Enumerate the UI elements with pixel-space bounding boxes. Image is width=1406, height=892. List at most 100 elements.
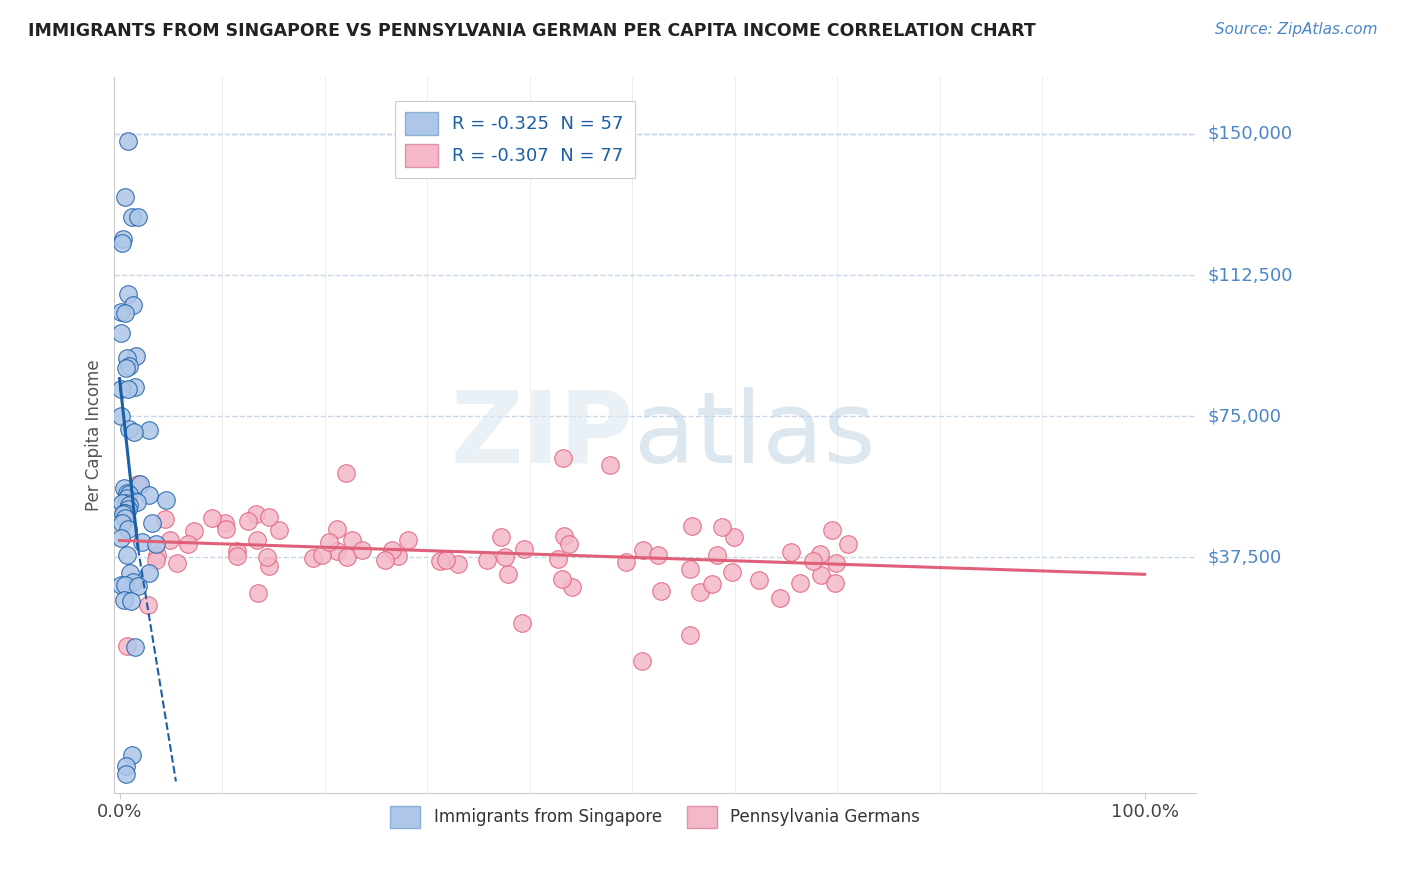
Point bbox=[121, 298, 143, 312]
Point bbox=[117, 135, 139, 149]
Point bbox=[599, 458, 621, 472]
Point bbox=[769, 591, 792, 605]
Point bbox=[681, 519, 703, 533]
Point bbox=[475, 552, 498, 566]
Point bbox=[494, 550, 516, 565]
Point bbox=[396, 533, 419, 548]
Y-axis label: Per Capita Income: Per Capita Income bbox=[86, 359, 103, 511]
Point bbox=[318, 534, 340, 549]
Text: $112,500: $112,500 bbox=[1208, 266, 1292, 284]
Point bbox=[114, 506, 136, 520]
Point bbox=[145, 548, 167, 562]
Point bbox=[118, 487, 141, 501]
Point bbox=[350, 542, 373, 557]
Point bbox=[513, 541, 536, 556]
Point bbox=[115, 767, 138, 781]
Point bbox=[115, 495, 138, 509]
Point bbox=[114, 189, 136, 203]
Point bbox=[801, 554, 824, 568]
Point bbox=[824, 575, 846, 590]
Point bbox=[145, 537, 167, 551]
Point bbox=[110, 409, 132, 423]
Point bbox=[824, 556, 846, 570]
Point bbox=[226, 549, 249, 564]
Text: ZIP: ZIP bbox=[451, 386, 634, 483]
Point bbox=[112, 232, 135, 246]
Point bbox=[155, 492, 177, 507]
Point bbox=[257, 509, 280, 524]
Point bbox=[138, 423, 160, 437]
Text: IMMIGRANTS FROM SINGAPORE VS PENNSYLVANIA GERMAN PER CAPITA INCOME CORRELATION C: IMMIGRANTS FROM SINGAPORE VS PENNSYLVANI… bbox=[28, 22, 1036, 40]
Point bbox=[821, 523, 844, 537]
Point bbox=[311, 548, 333, 562]
Text: atlas: atlas bbox=[634, 386, 875, 483]
Point bbox=[117, 522, 139, 536]
Point bbox=[631, 543, 654, 558]
Point bbox=[214, 516, 236, 531]
Point bbox=[117, 286, 139, 301]
Point bbox=[155, 511, 177, 525]
Point bbox=[551, 572, 574, 586]
Point bbox=[127, 579, 149, 593]
Point bbox=[259, 558, 281, 573]
Point bbox=[236, 514, 259, 528]
Point bbox=[118, 566, 141, 580]
Point bbox=[335, 467, 357, 481]
Point bbox=[118, 499, 141, 513]
Point bbox=[247, 586, 270, 600]
Point bbox=[117, 502, 139, 516]
Point bbox=[138, 488, 160, 502]
Point bbox=[340, 533, 363, 547]
Point bbox=[117, 548, 139, 562]
Text: Source: ZipAtlas.com: Source: ZipAtlas.com bbox=[1215, 22, 1378, 37]
Point bbox=[111, 496, 134, 510]
Point bbox=[246, 533, 269, 547]
Point bbox=[631, 654, 654, 668]
Point bbox=[679, 627, 702, 641]
Point bbox=[678, 562, 700, 576]
Point bbox=[110, 304, 132, 318]
Point bbox=[114, 511, 136, 525]
Point bbox=[121, 747, 143, 762]
Point bbox=[121, 210, 143, 224]
Point bbox=[810, 568, 832, 582]
Point bbox=[387, 549, 409, 563]
Point bbox=[498, 567, 520, 582]
Point bbox=[551, 450, 574, 465]
Point bbox=[429, 554, 451, 568]
Point bbox=[122, 575, 145, 590]
Point bbox=[114, 578, 136, 592]
Point bbox=[112, 593, 135, 607]
Point bbox=[267, 523, 290, 537]
Point bbox=[145, 553, 167, 567]
Point bbox=[110, 326, 132, 340]
Point bbox=[226, 544, 249, 558]
Point bbox=[808, 547, 831, 561]
Point bbox=[711, 520, 734, 534]
Point bbox=[136, 598, 159, 612]
Point bbox=[112, 506, 135, 520]
Point bbox=[748, 573, 770, 587]
Text: $37,500: $37,500 bbox=[1208, 549, 1281, 566]
Point bbox=[245, 507, 267, 521]
Point bbox=[120, 593, 142, 607]
Point bbox=[125, 495, 148, 509]
Point bbox=[141, 516, 163, 530]
Point bbox=[111, 508, 134, 522]
Point bbox=[111, 236, 134, 251]
Point bbox=[122, 425, 145, 440]
Point bbox=[558, 536, 581, 550]
Point bbox=[111, 516, 134, 531]
Point bbox=[780, 545, 803, 559]
Point bbox=[702, 577, 724, 591]
Point bbox=[301, 550, 323, 565]
Point bbox=[561, 580, 583, 594]
Point bbox=[789, 575, 811, 590]
Legend: Immigrants from Singapore, Pennsylvania Germans: Immigrants from Singapore, Pennsylvania … bbox=[384, 799, 927, 834]
Point bbox=[115, 351, 138, 365]
Point bbox=[510, 616, 533, 631]
Point bbox=[215, 523, 238, 537]
Point bbox=[112, 481, 135, 495]
Point bbox=[614, 555, 637, 569]
Point bbox=[723, 530, 745, 544]
